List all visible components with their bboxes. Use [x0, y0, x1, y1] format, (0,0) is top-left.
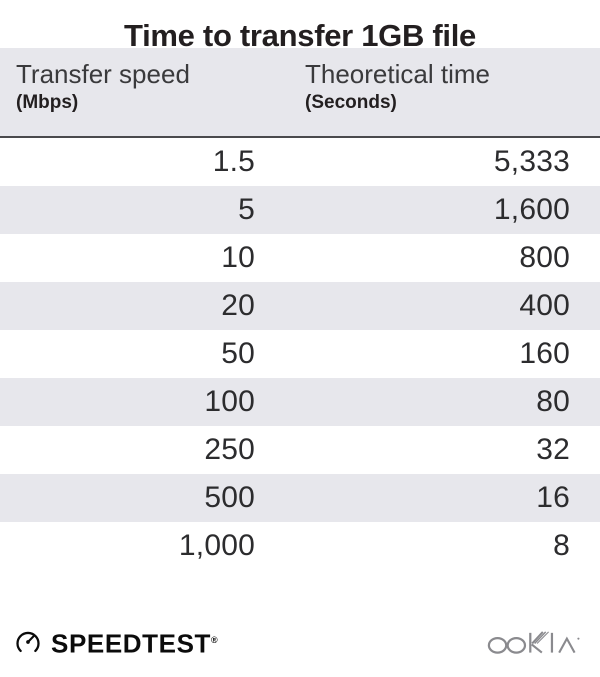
cell-transfer-speed: 10 — [221, 241, 255, 274]
table-row: 10 800 — [0, 234, 600, 282]
cell-theoretical-time: 800 — [519, 241, 570, 274]
cell-theoretical-time: 1,600 — [493, 193, 570, 226]
table-row: 100 80 — [0, 378, 600, 426]
cell-theoretical-time: 400 — [519, 289, 570, 322]
cell-theoretical-time: 32 — [536, 433, 570, 466]
speedometer-icon — [14, 628, 42, 656]
table-header-transfer-speed: Transfer speed (Mbps) — [0, 58, 285, 116]
transfer-time-table: Transfer speed (Mbps) Theoretical time (… — [0, 48, 600, 570]
cell-transfer-speed: 50 — [221, 337, 255, 370]
speedtest-wordmark: SPEEDTEST® — [51, 627, 218, 657]
cell-transfer-speed: 100 — [204, 385, 255, 418]
cell-transfer-speed: 500 — [204, 481, 255, 514]
cell-theoretical-time: 16 — [536, 481, 570, 514]
table-row: 1.5 5,333 — [0, 138, 600, 186]
registered-trademark-icon: ® — [211, 635, 218, 646]
table-header-row: Transfer speed (Mbps) Theoretical time (… — [0, 48, 600, 138]
footer: SPEEDTEST® — [0, 607, 600, 677]
cell-transfer-speed: 1.5 — [212, 145, 255, 178]
table-row: 50 160 — [0, 330, 600, 378]
cell-transfer-speed: 250 — [204, 433, 255, 466]
cell-transfer-speed: 20 — [221, 289, 255, 322]
cell-transfer-speed: 1,000 — [178, 529, 255, 562]
table-header-transfer-speed-label: Transfer speed — [16, 59, 190, 89]
table-row: 20 400 — [0, 282, 600, 330]
table-header-theoretical-time: Theoretical time (Seconds) — [285, 58, 600, 116]
cell-transfer-speed: 5 — [238, 193, 255, 226]
table-row: 1,000 8 — [0, 522, 600, 570]
page-title: Time to transfer 1GB file — [124, 18, 476, 53]
table-row: 250 32 — [0, 426, 600, 474]
table-row: 5 1,600 — [0, 186, 600, 234]
table-header-transfer-speed-unit: (Mbps) — [16, 92, 79, 113]
table-row: 500 16 — [0, 474, 600, 522]
cell-theoretical-time: 160 — [519, 337, 570, 370]
table-header-theoretical-time-unit: (Seconds) — [305, 92, 397, 113]
ookla-logo — [486, 629, 582, 655]
cell-theoretical-time: 80 — [536, 385, 570, 418]
speedtest-brand: SPEEDTEST® — [14, 627, 218, 657]
table-header-theoretical-time-label: Theoretical time — [305, 59, 490, 89]
cell-theoretical-time: 8 — [553, 529, 570, 562]
speedtest-wordmark-text: SPEEDTEST — [51, 628, 211, 659]
cell-theoretical-time: 5,333 — [493, 145, 570, 178]
